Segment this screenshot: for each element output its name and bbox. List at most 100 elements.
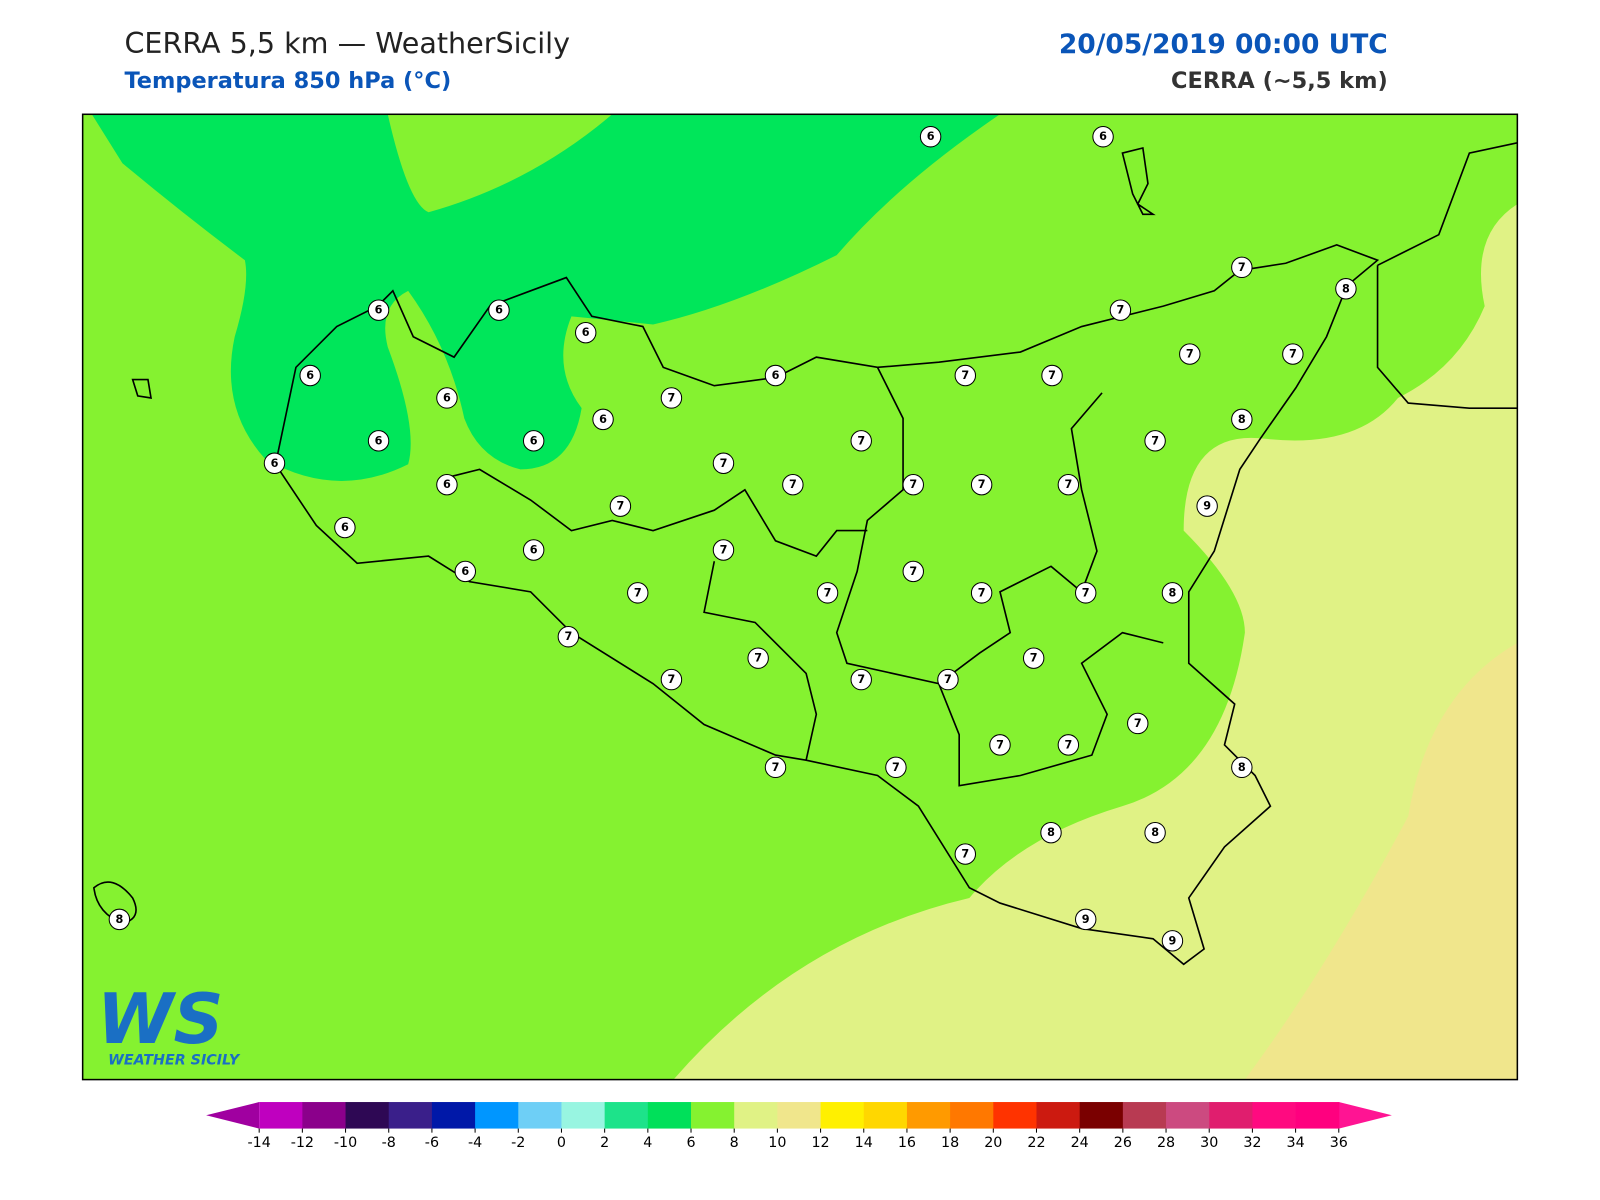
station-value: 6 [271, 457, 279, 470]
station-marker [885, 756, 907, 779]
station-marker [367, 299, 390, 321]
station-value: 7 [668, 391, 676, 404]
field-4-6 [91, 114, 1000, 481]
station-marker [1161, 930, 1184, 952]
colorbar-tick-label: 26 [1114, 1135, 1132, 1151]
title: CERRA 5,5 km — WeatherSicily [124, 26, 570, 60]
subtitle: Temperatura 850 hPa (°C) [124, 68, 451, 94]
station-value: 6 [375, 304, 383, 317]
colorbar-segment [475, 1102, 519, 1129]
station-marker [1040, 821, 1062, 844]
station-marker [970, 473, 993, 496]
station-marker [436, 473, 458, 496]
station-marker [747, 647, 769, 669]
station-marker [1335, 278, 1357, 300]
station-value: 7 [978, 586, 986, 599]
station-marker [1231, 256, 1253, 279]
station-value: 8 [1342, 282, 1350, 295]
station-marker [850, 668, 872, 691]
station-marker [488, 299, 510, 321]
station-marker [367, 430, 390, 452]
station-marker [1161, 582, 1184, 604]
station-marker [782, 473, 804, 496]
model: CERRA (~5,5 km) [1171, 68, 1388, 94]
colorbar-tick-label: 28 [1157, 1135, 1175, 1151]
station-value: 7 [961, 848, 969, 861]
colorbar-segment [950, 1102, 994, 1129]
station-value: 6 [341, 521, 349, 534]
coastline [93, 142, 1518, 966]
station-marker [1144, 430, 1166, 452]
station-marker [299, 364, 321, 387]
station-value: 8 [1151, 826, 1159, 839]
station-marker [1022, 647, 1045, 669]
colorbar-under [206, 1102, 260, 1129]
colorbar-segment [777, 1102, 822, 1129]
station-value: 7 [1117, 304, 1125, 317]
station-marker [522, 430, 545, 452]
station-value: 7 [617, 500, 625, 513]
station-value: 7 [789, 478, 797, 491]
colorbar-tick-label: 36 [1330, 1135, 1348, 1151]
colorbar-tick-label: 4 [643, 1135, 652, 1151]
colorbar-segment [345, 1102, 390, 1129]
colorbar-tick-label: 12 [811, 1135, 829, 1151]
map: 6 6 7 8 6 6 6 7 6 6 7 7 7 7 6 7 6 8 6 6 7 7 6 7 6 7 7 7 7 7 9 6 6 7 6 7 7 7 7 7… [81, 113, 1519, 1081]
station-value: 9 [1082, 913, 1090, 926]
colorbar-tick-label: 0 [557, 1135, 566, 1151]
station-marker [436, 387, 458, 409]
station-marker [627, 582, 649, 604]
station-value: 7 [1048, 369, 1056, 382]
logo-name: WEATHER SICILY [108, 1052, 241, 1068]
colorbar-over [1338, 1102, 1392, 1129]
station-value: 6 [443, 478, 451, 491]
station-value: 7 [1151, 434, 1159, 447]
station-value: 6 [306, 369, 314, 382]
station-marker [1144, 821, 1166, 844]
station-marker [1075, 582, 1097, 604]
station-value: 7 [1064, 478, 1072, 491]
station-value: 6 [1099, 130, 1107, 143]
station-marker [850, 430, 872, 452]
colorbar-segment [302, 1102, 347, 1129]
station-value: 7 [1134, 717, 1142, 730]
colorbar-tick-label: 30 [1200, 1135, 1218, 1151]
station-value: 7 [1289, 348, 1297, 361]
station-value: 9 [1203, 500, 1211, 513]
station-marker [919, 126, 942, 148]
colorbar-tick-label: 6 [686, 1135, 695, 1151]
colorbar-tick-label: -6 [425, 1135, 439, 1151]
station-value: 8 [1169, 586, 1177, 599]
colorbar-segment [518, 1102, 562, 1129]
station-marker [954, 843, 977, 865]
colorbar-segment [906, 1102, 951, 1129]
station-value: 7 [978, 478, 986, 491]
colorbar-tick-label: -12 [291, 1135, 314, 1151]
station-marker [712, 452, 735, 474]
station-value: 7 [720, 457, 728, 470]
station-marker [1231, 756, 1253, 779]
colorbar-segment [647, 1102, 692, 1129]
station-marker [1075, 908, 1097, 931]
colorbar-segment [1166, 1102, 1210, 1129]
colorbar-segment [863, 1102, 908, 1129]
station-value: 6 [599, 413, 607, 426]
colorbar-tick-label: 18 [941, 1135, 959, 1151]
station-marker [902, 560, 924, 583]
station-marker [1057, 473, 1080, 496]
colorbar-tick-label: 14 [855, 1135, 873, 1151]
colorbar-segment [388, 1102, 433, 1129]
station-marker [263, 452, 286, 474]
station-value: 6 [530, 434, 538, 447]
station-value: 7 [772, 761, 780, 774]
station-value: 7 [1030, 652, 1038, 665]
station-value: 6 [927, 130, 935, 143]
colorbar-segment [1252, 1102, 1297, 1129]
station-value: 8 [1238, 761, 1246, 774]
colorbar-segment [259, 1102, 303, 1129]
station-value: 8 [1047, 826, 1055, 839]
station-marker [1041, 364, 1063, 387]
station-marker [1282, 343, 1304, 365]
station-value: 7 [564, 630, 572, 643]
